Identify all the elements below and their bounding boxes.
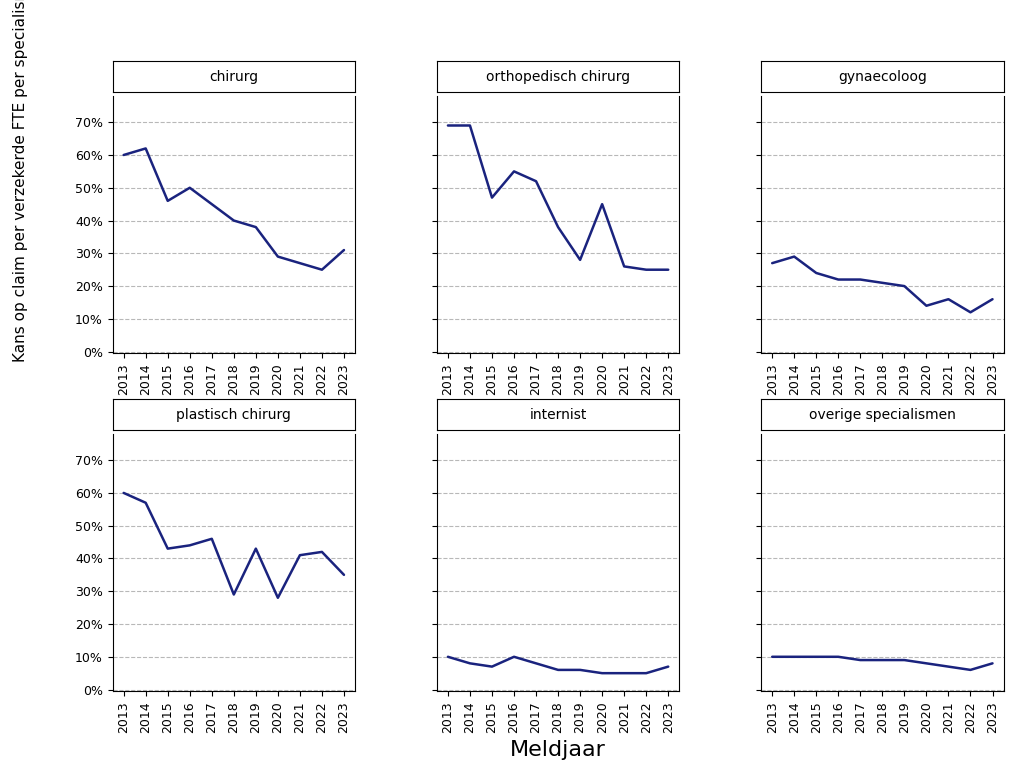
Text: plastisch chirurg: plastisch chirurg [176, 408, 291, 422]
Text: overige specialismen: overige specialismen [809, 408, 955, 422]
Text: Kans op claim per verzekerde FTE per specialisme: Kans op claim per verzekerde FTE per spe… [13, 0, 28, 362]
Text: orthopedisch chirurg: orthopedisch chirurg [486, 70, 630, 84]
Text: chirurg: chirurg [209, 70, 258, 84]
Text: Meldjaar: Meldjaar [510, 740, 606, 760]
Text: internist: internist [529, 408, 587, 422]
Text: gynaecoloog: gynaecoloog [838, 70, 927, 84]
